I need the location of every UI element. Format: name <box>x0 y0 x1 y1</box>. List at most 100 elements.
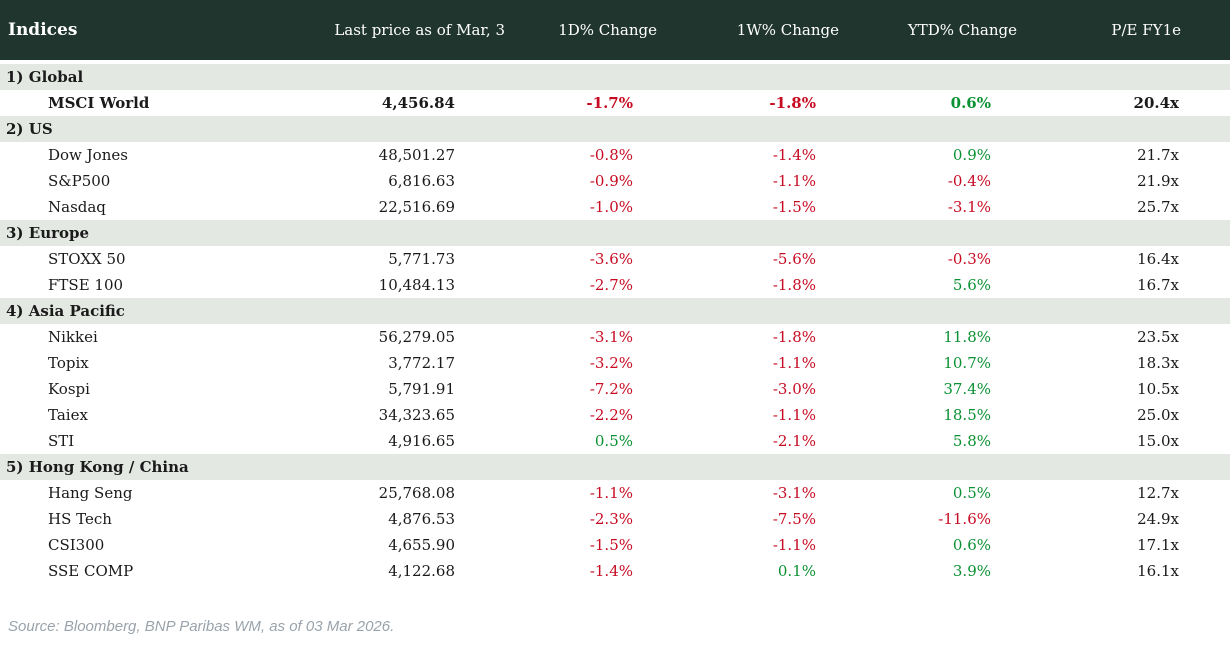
change-ytd-cell: -0.4% <box>947 172 991 190</box>
pe-fy1e-cell: 25.0x <box>1137 406 1179 424</box>
table-header-row: Indices Last price as of Mar, 3 1D% Chan… <box>0 0 1230 60</box>
section-label: 2) US <box>6 120 53 138</box>
change-1d-cell: -0.9% <box>589 172 633 190</box>
table-row: SSE COMP 4,122.68 -1.4% 0.1% 3.9% 16.1x <box>0 558 1230 584</box>
last-price-cell: 48,501.27 <box>378 146 455 164</box>
table-row: Taiex 34,323.65 -2.2% -1.1% 18.5% 25.0x <box>0 402 1230 428</box>
change-1d-cell: -1.0% <box>589 198 633 216</box>
change-1d-cell: -3.6% <box>589 250 633 268</box>
last-price-cell: 56,279.05 <box>378 328 455 346</box>
index-name-cell: Dow Jones <box>48 146 128 164</box>
pe-fy1e-cell: 21.7x <box>1137 146 1179 164</box>
last-price-cell: 5,791.91 <box>388 380 455 398</box>
change-1d-cell: -2.3% <box>589 510 633 528</box>
index-name-cell: STI <box>48 432 75 450</box>
change-1w-cell: -1.1% <box>772 406 816 424</box>
change-1w-cell: -1.5% <box>772 198 816 216</box>
table-row: Nikkei 56,279.05 -3.1% -1.8% 11.8% 23.5x <box>0 324 1230 350</box>
change-1w-cell: 0.1% <box>777 562 816 580</box>
change-ytd-cell: 5.8% <box>952 432 991 450</box>
change-ytd-cell: 37.4% <box>943 380 991 398</box>
pe-fy1e-cell: 16.7x <box>1137 276 1179 294</box>
section-row: 5) Hong Kong / China <box>0 454 1230 480</box>
change-1w-cell: -1.1% <box>772 536 816 554</box>
change-ytd-cell: 0.6% <box>950 94 991 112</box>
last-price-cell: 6,816.63 <box>388 172 455 190</box>
last-price-cell: 4,122.68 <box>388 562 455 580</box>
table-row: CSI300 4,655.90 -1.5% -1.1% 0.6% 17.1x <box>0 532 1230 558</box>
change-1w-cell: -2.1% <box>772 432 816 450</box>
index-name-cell: S&P500 <box>48 172 111 190</box>
last-price-cell: 10,484.13 <box>378 276 455 294</box>
last-price-cell: 4,876.53 <box>388 510 455 528</box>
change-1w-cell: -1.8% <box>769 94 816 112</box>
section-row: 4) Asia Pacific <box>0 298 1230 324</box>
index-name-cell: CSI300 <box>48 536 105 554</box>
change-1w-cell: -1.8% <box>772 276 816 294</box>
table-row: FTSE 100 10,484.13 -2.7% -1.8% 5.6% 16.7x <box>0 272 1230 298</box>
change-1d-cell: -1.1% <box>589 484 633 502</box>
pe-fy1e-cell: 17.1x <box>1137 536 1179 554</box>
last-price-cell: 5,771.73 <box>388 250 455 268</box>
change-1d-cell: -1.7% <box>586 94 633 112</box>
table-row: Dow Jones 48,501.27 -0.8% -1.4% 0.9% 21.7x <box>0 142 1230 168</box>
change-1d-cell: -3.1% <box>589 328 633 346</box>
change-1d-cell: -1.4% <box>589 562 633 580</box>
change-1d-cell: -3.2% <box>589 354 633 372</box>
section-row: 2) US <box>0 116 1230 142</box>
change-ytd-cell: 11.8% <box>943 328 991 346</box>
last-price-cell: 4,456.84 <box>381 94 455 112</box>
column-header-1d-change: 1D% Change <box>558 21 657 39</box>
index-name-cell: Hang Seng <box>48 484 133 502</box>
table-row: Nasdaq 22,516.69 -1.0% -1.5% -3.1% 25.7x <box>0 194 1230 220</box>
change-ytd-cell: -0.3% <box>947 250 991 268</box>
pe-fy1e-cell: 16.4x <box>1137 250 1179 268</box>
change-1w-cell: -3.1% <box>772 484 816 502</box>
table-row: Topix 3,772.17 -3.2% -1.1% 10.7% 18.3x <box>0 350 1230 376</box>
index-name-cell: Kospi <box>48 380 90 398</box>
change-ytd-cell: 5.6% <box>952 276 991 294</box>
change-1w-cell: -7.5% <box>772 510 816 528</box>
pe-fy1e-cell: 16.1x <box>1137 562 1179 580</box>
change-1w-cell: -1.4% <box>772 146 816 164</box>
table-row: STOXX 50 5,771.73 -3.6% -5.6% -0.3% 16.4x <box>0 246 1230 272</box>
pe-fy1e-cell: 10.5x <box>1137 380 1179 398</box>
indices-table: Indices Last price as of Mar, 3 1D% Chan… <box>0 0 1230 635</box>
pe-fy1e-cell: 15.0x <box>1137 432 1179 450</box>
last-price-cell: 4,916.65 <box>388 432 455 450</box>
table-row: Hang Seng 25,768.08 -1.1% -3.1% 0.5% 12.7x <box>0 480 1230 506</box>
index-name-cell: Topix <box>48 354 89 372</box>
change-ytd-cell: 10.7% <box>943 354 991 372</box>
change-1d-cell: -2.2% <box>589 406 633 424</box>
index-name-cell: Nasdaq <box>48 198 106 216</box>
last-price-cell: 25,768.08 <box>378 484 455 502</box>
pe-fy1e-cell: 18.3x <box>1137 354 1179 372</box>
change-ytd-cell: -11.6% <box>938 510 991 528</box>
table-row: MSCI World 4,456.84 -1.7% -1.8% 0.6% 20.4x <box>0 90 1230 116</box>
change-1d-cell: -0.8% <box>589 146 633 164</box>
table-body: 1) Global MSCI World 4,456.84 -1.7% -1.8% 0.6… <box>0 64 1230 584</box>
pe-fy1e-cell: 23.5x <box>1137 328 1179 346</box>
index-name-cell: Nikkei <box>48 328 98 346</box>
section-label: 1) Global <box>6 68 84 86</box>
column-header-ytd-change: YTD% Change <box>907 21 1017 39</box>
change-1w-cell: -3.0% <box>772 380 816 398</box>
table-row: STI 4,916.65 0.5% -2.1% 5.8% 15.0x <box>0 428 1230 454</box>
change-ytd-cell: 0.6% <box>952 536 991 554</box>
change-1w-cell: -1.8% <box>772 328 816 346</box>
index-name-cell: STOXX 50 <box>48 250 126 268</box>
column-header-pe-fy1e: P/E FY1e <box>1111 21 1181 39</box>
index-name-cell: FTSE 100 <box>48 276 124 294</box>
change-1w-cell: -1.1% <box>772 172 816 190</box>
change-ytd-cell: 18.5% <box>943 406 991 424</box>
change-ytd-cell: 0.5% <box>952 484 991 502</box>
index-name-cell: Taiex <box>48 406 88 424</box>
pe-fy1e-cell: 20.4x <box>1133 94 1179 112</box>
last-price-cell: 3,772.17 <box>388 354 455 372</box>
pe-fy1e-cell: 12.7x <box>1137 484 1179 502</box>
table-row: S&P500 6,816.63 -0.9% -1.1% -0.4% 21.9x <box>0 168 1230 194</box>
change-1d-cell: -1.5% <box>589 536 633 554</box>
change-1w-cell: -1.1% <box>772 354 816 372</box>
section-label: 4) Asia Pacific <box>6 302 125 320</box>
change-1d-cell: -7.2% <box>589 380 633 398</box>
